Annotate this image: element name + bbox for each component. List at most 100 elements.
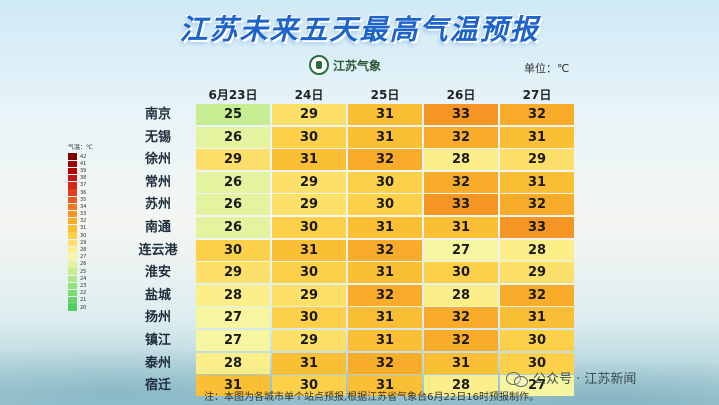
legend-label: 39: [80, 167, 87, 174]
temperature-cell: 30: [272, 126, 346, 148]
temperature-cell: 32: [348, 352, 422, 374]
temperature-cell: 32: [424, 307, 498, 329]
legend-swatch: [68, 196, 77, 203]
temperature-cell: 31: [348, 217, 422, 238]
legend-level: 23: [68, 282, 98, 290]
legend-label: 23: [80, 282, 87, 289]
legend-swatch: [68, 225, 77, 232]
temperature-cell: 31: [272, 352, 346, 374]
temperature-cell: 31: [272, 149, 346, 171]
temperature-cell: 33: [424, 194, 498, 216]
legend-level: 33: [68, 210, 98, 218]
legend-title: 气温：℃: [68, 144, 93, 151]
legend-level: 26: [68, 261, 98, 268]
temperature-cell: 28: [196, 352, 270, 374]
temperature-cell: 28: [424, 375, 498, 397]
temperature-cell: 27: [424, 239, 498, 261]
city-name: 无锡: [144, 129, 171, 145]
legend-level: 27: [68, 254, 98, 261]
legend-swatch: [68, 239, 77, 247]
temperature-cell: 32: [424, 171, 498, 193]
legend-label: 25: [80, 268, 87, 275]
temperature-cell: 27: [196, 307, 270, 329]
temperature-cell: 31: [500, 171, 574, 193]
legend-swatch: [68, 304, 77, 311]
weather-agency-icon: [309, 55, 329, 75]
temperature-legend: 气温：℃ 42 41 39 38 37 36 35 34 33 32 31 30 29 28 27 26 25 2…: [68, 142, 98, 311]
temperature-cell: 32: [500, 194, 574, 216]
legend-level: 21: [68, 297, 98, 304]
date-header: 27日: [522, 88, 552, 102]
unit-label: 单位：℃: [524, 62, 570, 75]
temperature-cell: 31: [348, 375, 422, 397]
legend-swatch: [68, 246, 77, 254]
legend-level: 38: [68, 174, 98, 182]
temperature-cell: 26: [196, 171, 270, 193]
legend-label: 21: [80, 297, 87, 304]
legend-level: 28: [68, 246, 98, 254]
city-name: 徐州: [144, 152, 171, 168]
temperature-cell: 31: [348, 262, 422, 284]
legend-level: 20: [68, 304, 98, 311]
temperature-cell: 31: [348, 330, 422, 351]
temperature-cell: 31: [348, 104, 422, 125]
legend-label: 24: [80, 275, 87, 282]
temperature-cell: 29: [272, 194, 346, 216]
watermark: 公众号 · 江苏新闻: [506, 368, 636, 387]
legend-level: 25: [68, 268, 98, 275]
legend-swatch: [68, 174, 77, 182]
legend-label: 33: [80, 211, 87, 218]
temperature-cell: 32: [348, 149, 422, 171]
temperature-cell: 29: [272, 330, 346, 351]
temperature-cell: 31: [500, 307, 574, 329]
temperature-cell: 28: [424, 149, 498, 171]
legend-swatch: [68, 254, 77, 261]
temperature-cell: 31: [272, 239, 346, 261]
city-name: 扬州: [144, 310, 171, 326]
legend-label: 27: [80, 254, 87, 261]
temperature-cell: 33: [500, 217, 574, 238]
temperature-cell: 30: [196, 239, 270, 261]
temperature-cell: 29: [272, 284, 346, 306]
legend-level: 42: [68, 153, 98, 160]
legend-label: 31: [80, 225, 87, 232]
temperature-cell: 30: [272, 375, 346, 397]
legend-swatch: [68, 167, 77, 175]
city-name: 南通: [144, 220, 171, 235]
legend-swatch: [68, 160, 77, 167]
legend-label: 28: [80, 247, 87, 254]
temperature-cell: 28: [500, 239, 574, 261]
legend-level: 37: [68, 182, 98, 189]
legend-swatch: [68, 282, 77, 290]
legend-swatch: [68, 268, 77, 275]
temperature-cell: 30: [348, 171, 422, 193]
legend-level: 24: [68, 275, 98, 282]
legend-swatch: [68, 153, 77, 160]
wechat-icon: [506, 370, 528, 387]
temperature-cell: 32: [500, 284, 574, 306]
legend-level: 36: [68, 189, 98, 196]
temperature-cell: 31: [196, 375, 270, 397]
city-name: 盐城: [144, 287, 171, 303]
watermark-text: 公众号 · 江苏新闻: [533, 372, 637, 387]
legend-label: 26: [80, 261, 87, 268]
legend-label: 32: [80, 218, 87, 225]
legend-label: 29: [80, 239, 87, 246]
temperature-cell: 29: [196, 149, 270, 171]
legend-label: 41: [80, 160, 87, 167]
city-name: 宿迁: [144, 378, 171, 394]
date-header: 25日: [370, 88, 400, 102]
temperature-cell: 32: [500, 104, 574, 125]
temperature-cell: 31: [348, 307, 422, 329]
temperature-cell: 28: [196, 284, 270, 306]
date-header: 24日: [294, 88, 324, 102]
temperature-cell: 29: [500, 149, 574, 171]
legend-level: 34: [68, 203, 98, 211]
temperature-cell: 30: [272, 217, 346, 238]
legend-label: 20: [80, 304, 87, 311]
city-name: 连云港: [138, 242, 178, 258]
legend-level: 31: [68, 225, 98, 232]
city-name: 镇江: [144, 333, 171, 348]
temperature-cell: 29: [500, 262, 574, 284]
legend-label: 34: [80, 203, 87, 210]
